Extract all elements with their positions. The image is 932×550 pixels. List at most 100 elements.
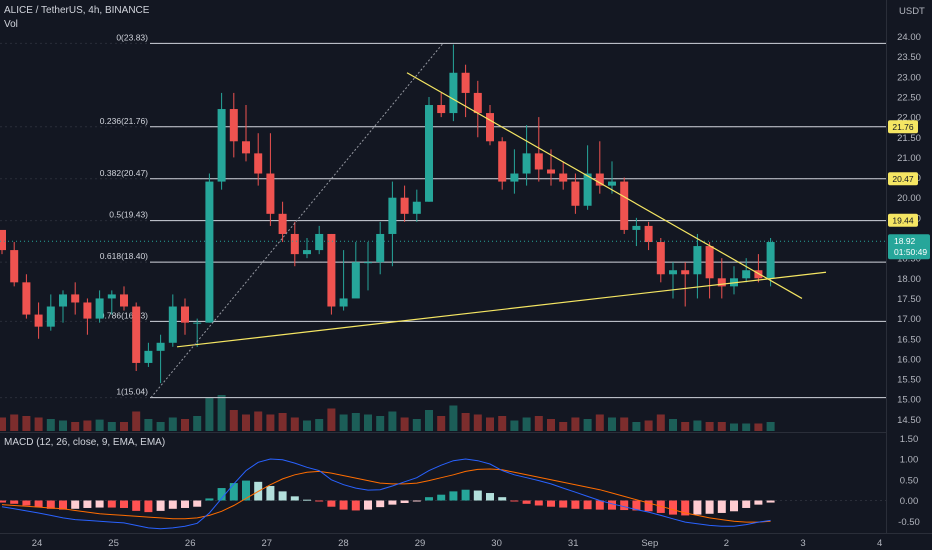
candle-body <box>278 213 287 234</box>
volume-bar <box>766 422 775 431</box>
candle-body <box>156 342 165 351</box>
volume-bar <box>486 417 494 431</box>
candle-body <box>620 181 629 230</box>
candle-body <box>0 229 6 251</box>
currency-label: USDT <box>899 6 925 17</box>
candle-body <box>181 306 189 323</box>
volume-bar <box>571 417 580 431</box>
volume-bar <box>449 405 458 431</box>
macd-axis[interactable]: 1.50 1.00 0.50 0.00 -0.50 <box>898 434 920 528</box>
price-tick-label: 18.00 <box>897 274 921 285</box>
candle-body <box>461 72 470 93</box>
fib-price-tag-label: 20.47 <box>892 174 914 184</box>
candle-body <box>364 262 372 264</box>
price-tick-label: 17.00 <box>897 314 921 325</box>
volume-bar <box>522 417 531 431</box>
fib-trend-line <box>150 43 444 398</box>
time-axis[interactable]: 24 25 26 27 28 29 30 31 Sep 2 3 4 <box>32 538 883 549</box>
time-tick-label: 24 <box>32 538 43 549</box>
macd-histogram-bar <box>339 500 348 510</box>
macd-histogram-bar <box>290 496 299 501</box>
fib-level-label: 1(15.04) <box>116 387 148 397</box>
candle-body <box>571 181 580 206</box>
candle-body <box>608 181 616 186</box>
volume-bar <box>693 420 702 431</box>
volume-bar <box>0 417 6 431</box>
volume-bar <box>34 417 43 431</box>
volume-bar <box>376 416 385 431</box>
last-price-tag <box>888 234 930 260</box>
time-tick-label: 25 <box>108 538 119 549</box>
volume-legend[interactable]: Vol <box>4 19 18 30</box>
macd-legend[interactable]: MACD (12, 26, close, 9, EMA, EMA) <box>4 437 165 448</box>
trendlines[interactable] <box>150 43 827 398</box>
candle-body <box>498 141 507 182</box>
macd-histogram-bar <box>412 500 421 502</box>
macd-tick-label: 0.00 <box>900 496 919 507</box>
fib-level-label: 0.786(16.93) <box>100 310 148 320</box>
candle-body <box>229 109 238 142</box>
macd-histogram-bar <box>608 500 616 510</box>
time-tick-label: 30 <box>491 538 502 549</box>
macd-histogram-bar <box>107 500 116 508</box>
volume-bars <box>0 395 775 431</box>
macd-histogram-bar <box>266 485 275 501</box>
candle-body <box>412 201 421 214</box>
macd-histogram-bar <box>144 500 153 513</box>
volume-bar <box>669 419 677 431</box>
candle-body <box>327 233 336 307</box>
candle-body <box>10 250 19 283</box>
candle-body <box>83 302 92 319</box>
macd-histogram-bar <box>632 500 641 511</box>
macd-histogram-bar <box>34 500 43 508</box>
macd-histogram-bar <box>0 500 6 503</box>
candle-body <box>217 109 226 182</box>
candle-body <box>486 113 494 142</box>
macd-line <box>1 458 771 530</box>
candle-body <box>547 169 555 174</box>
candle-body <box>681 270 690 275</box>
descending-trendline <box>406 72 803 299</box>
candle-body <box>71 294 80 303</box>
volume-bar <box>510 420 519 431</box>
candle-body <box>522 153 531 174</box>
macd-histogram-bar <box>522 500 531 504</box>
candle-body <box>449 72 458 114</box>
macd-histogram-bar <box>742 500 751 508</box>
volume-bar <box>205 398 214 431</box>
volume-bar <box>742 423 751 431</box>
volume-bar <box>412 419 421 431</box>
volume-bar <box>156 422 165 431</box>
volume-bar <box>95 419 104 431</box>
volume-bar <box>120 422 128 431</box>
volume-bar <box>364 414 372 431</box>
macd-histogram-bar <box>498 497 507 501</box>
macd-histogram-bar <box>376 500 385 508</box>
candle-body <box>193 322 202 324</box>
candle-body <box>656 242 665 275</box>
volume-bar <box>559 422 568 431</box>
volume-bar <box>534 416 543 431</box>
symbol-title[interactable]: ALICE / TetherUS, 4h, BINANCE <box>4 5 150 16</box>
time-tick-label: 31 <box>568 538 579 549</box>
volume-bar <box>71 422 80 431</box>
macd-histogram-bar <box>681 500 690 516</box>
candle-body <box>351 262 360 299</box>
time-tick-label: 4 <box>877 538 882 549</box>
volume-bar <box>547 419 555 431</box>
price-axis[interactable]: 24.0023.5023.0022.5022.0021.5021.0020.50… <box>0 32 930 426</box>
macd-histogram-bar <box>449 491 458 501</box>
macd-histogram-bar <box>595 500 604 510</box>
candle-body <box>693 246 702 275</box>
macd-histogram-bar <box>181 500 189 508</box>
fib-price-tag <box>888 120 918 134</box>
macd-tick-label: 1.50 <box>900 434 919 445</box>
volume-bar <box>229 410 238 431</box>
bar-countdown: 01:50:49 <box>894 247 927 257</box>
candle-body <box>107 294 116 299</box>
candle-body <box>144 350 153 363</box>
volume-bar <box>132 411 141 431</box>
price-tick-label: 21.00 <box>897 153 921 164</box>
volume-bar <box>705 422 714 431</box>
